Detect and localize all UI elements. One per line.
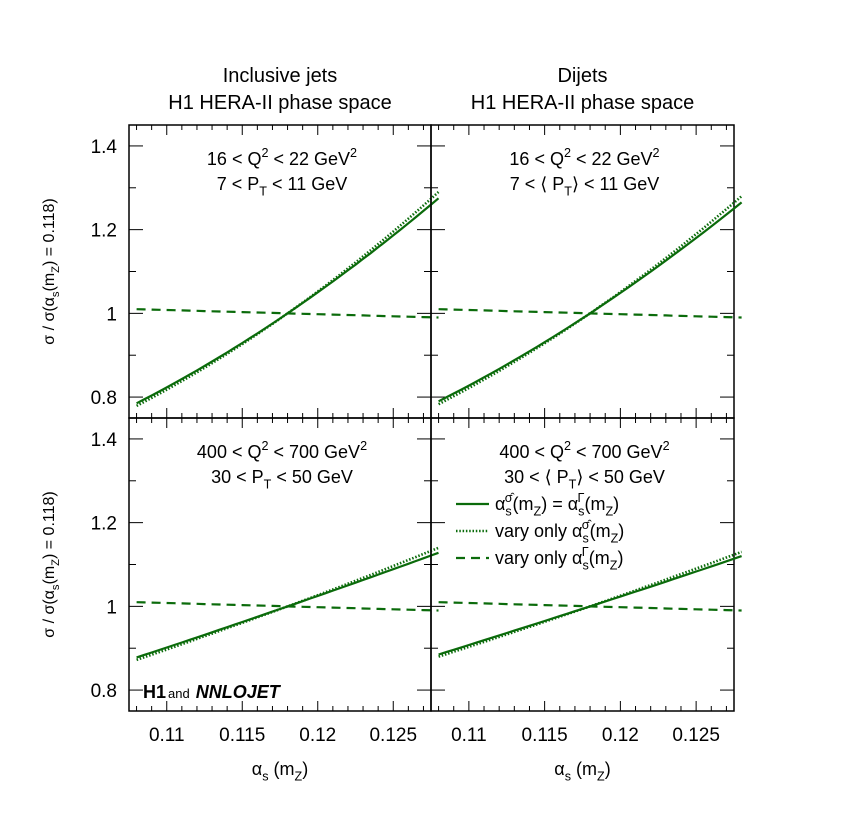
legend-label: αsσ̂(mZ) = αsΓ(mZ) <box>495 491 619 519</box>
series-dashed-line <box>438 308 742 319</box>
series-dotted-line <box>136 546 439 662</box>
y-tick-label: 1.2 <box>91 221 117 242</box>
y-tick-label: 1 <box>106 304 117 325</box>
y-tick-label: 0.8 <box>91 681 117 702</box>
kinematic-label: 30 < ⟨ PT⟩ < 50 GeV <box>504 467 665 491</box>
series-dashed-line <box>136 601 439 612</box>
x-axis-label: αs (mZ) <box>252 759 308 783</box>
x-tick-label: 0.11 <box>149 725 185 746</box>
x-axis-label: αs (mZ) <box>554 759 610 783</box>
y-tick-label: 1 <box>106 597 117 618</box>
y-tick-label: 1.4 <box>91 430 118 451</box>
panel-1: 0.8 1 1.2 1.4 σ / σ(αs(mZ) = 0.118) Inclusive… <box>41 65 440 419</box>
x-tick-label: 0.115 <box>219 725 265 746</box>
series-dashed-line <box>438 601 742 612</box>
x-tick-label: 0.115 <box>522 725 568 746</box>
kinematic-label: 400 < Q2 < 700 GeV2 <box>499 439 669 462</box>
kinematic-label: 7 < ⟨ PT⟩ < 11 GeV <box>510 174 660 198</box>
h1-nnlojet-logo: H1 and NNLOJET <box>143 682 282 702</box>
x-tick-label: 0.125 <box>369 725 417 746</box>
kinematic-label: 16 < Q2 < 22 GeV2 <box>509 146 659 169</box>
series-dashed-line <box>136 308 439 319</box>
y-axis-label: σ / σ(αs(mZ) = 0.118) <box>41 491 62 638</box>
x-tick-label: 0.11 <box>451 725 487 746</box>
panel-3: 0.8 1 1.2 1.4 σ / σ(αs(mZ) = 0.118) 0.11 0.115… <box>41 417 439 783</box>
x-tick-label: 0.12 <box>602 725 639 746</box>
legend-label: vary only αsΓ(mZ) <box>495 545 623 573</box>
column-title: H1 HERA-II phase space <box>168 92 391 114</box>
y-tick-label: 1.2 <box>91 514 117 535</box>
legend-label: vary only αsσ̂(mZ) <box>495 518 624 546</box>
kinematic-label: 7 < PT < 11 GeV <box>217 174 347 198</box>
column-title: H1 HERA-II phase space <box>471 92 694 114</box>
x-tick-label: 0.125 <box>672 725 720 746</box>
series-dotted-line <box>135 191 440 408</box>
legend: αsσ̂(mZ) = αsΓ(mZ)vary only αsσ̂(mZ)vary… <box>456 491 624 573</box>
series-solid-line <box>136 197 440 405</box>
series-solid-line <box>136 551 439 659</box>
x-tick-label: 0.12 <box>299 725 336 746</box>
column-title: Inclusive jets <box>223 65 338 87</box>
panel-4: 0.11 0.115 0.12 0.125 αs (mZ) 400 < Q2 < 700 … <box>430 417 743 783</box>
kinematic-label: 400 < Q2 < 700 GeV2 <box>197 439 367 462</box>
kinematic-label: 30 < PT < 50 GeV <box>211 467 353 491</box>
y-tick-label: 1.4 <box>91 137 118 158</box>
y-axis-label: σ / σ(αs(mZ) = 0.118) <box>41 198 62 345</box>
y-tick-label: 0.8 <box>91 388 117 409</box>
series-solid-line <box>438 201 743 403</box>
panel-2: Dijets H1 HERA-II phase space 16 < Q2 < 22… <box>430 65 743 419</box>
series-dotted-line <box>437 195 743 406</box>
kinematic-label: 16 < Q2 < 22 GeV2 <box>207 146 357 169</box>
column-title: Dijets <box>557 65 607 87</box>
